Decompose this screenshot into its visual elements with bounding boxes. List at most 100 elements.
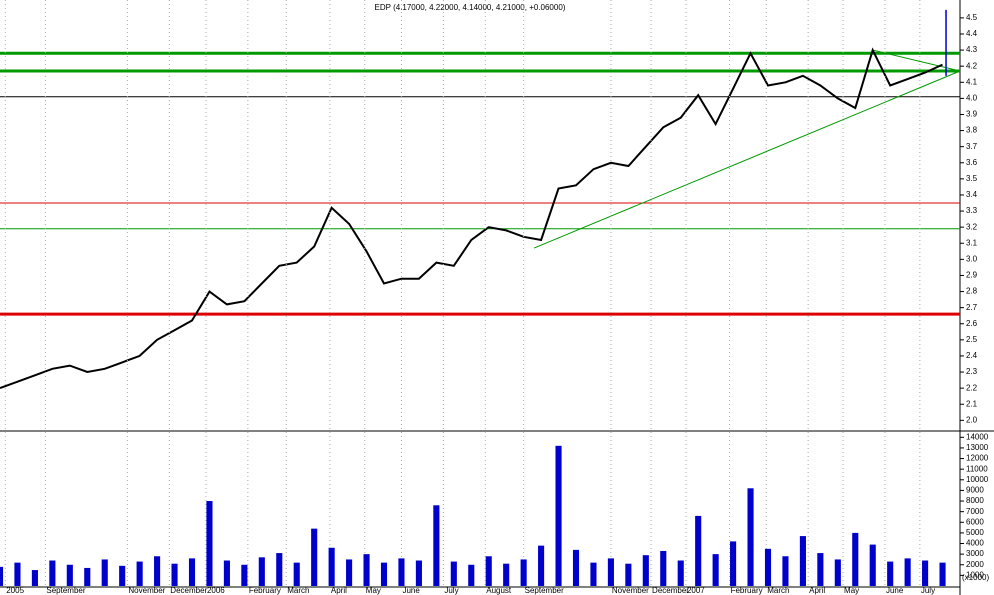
y-tick-label: 3.4 [966, 190, 978, 199]
y-tick-label: 4.2 [966, 61, 978, 70]
volume-bar [188, 558, 196, 586]
volume-bar [869, 544, 876, 586]
x-tick-label: July [444, 586, 458, 595]
volume-bar [206, 501, 213, 586]
volume-bar [904, 558, 911, 586]
y-tick-label: 3.2 [966, 222, 978, 231]
volume-bar [817, 553, 824, 586]
y-tick-label: 13000 [966, 443, 989, 452]
y-tick-label: 2.2 [966, 383, 978, 392]
volume-bar [730, 541, 737, 586]
y-tick-label: 4.3 [966, 45, 978, 54]
volume-bar [939, 562, 946, 586]
x-tick-label: November [128, 586, 165, 595]
volume-bar [695, 515, 702, 586]
volume-bar [119, 565, 126, 586]
x-tick-label: September [46, 586, 85, 595]
volume-bar [398, 558, 405, 586]
y-tick-label: 2.5 [966, 335, 978, 344]
y-tick-label: 3.5 [966, 174, 978, 183]
volume-bar [363, 554, 370, 586]
volume-bar [154, 556, 161, 586]
y-tick-label: 2.4 [966, 351, 978, 360]
volume-bar [503, 563, 510, 586]
y-tick-label: 11000 [966, 464, 988, 473]
volume-bar [223, 560, 230, 586]
y-tick-label: 3.6 [966, 158, 978, 167]
volume-bar [66, 564, 73, 586]
x-tick-label: December [652, 586, 689, 595]
y-tick-label: 4.0 [966, 93, 978, 102]
x-tick-label: March [767, 586, 789, 595]
y-tick-label: 2.7 [966, 303, 978, 312]
volume-bar [14, 562, 21, 586]
y-tick-label: 4.4 [966, 29, 978, 38]
volume-bar [276, 553, 283, 586]
volume-bar [555, 445, 562, 586]
unit-label: (x1000) [962, 573, 989, 582]
volume-bar [84, 567, 91, 586]
y-tick-label: 3000 [966, 549, 984, 558]
volume-bar [520, 559, 527, 586]
y-tick-label: 3.9 [966, 110, 978, 119]
x-tick-label: 2007 [687, 586, 705, 595]
volume-bar [625, 563, 632, 586]
volume-bar [677, 560, 684, 586]
y-tick-label: 5000 [966, 528, 984, 537]
x-tick-label: June [402, 586, 420, 595]
y-tick-label: 14000 [966, 432, 989, 441]
y-tick-label: 2.8 [966, 287, 978, 296]
volume-bar [538, 545, 545, 586]
volume-bar [311, 528, 318, 586]
volume-bar [136, 561, 143, 586]
price-line [0, 47, 943, 390]
volume-bar [415, 560, 422, 586]
volume-bar [101, 559, 108, 586]
y-tick-label: 2.6 [966, 319, 978, 328]
volume-bar [572, 549, 580, 586]
y-tick-label: 2.1 [966, 399, 978, 408]
volume-bar [747, 488, 754, 586]
y-tick-label: 4.5 [966, 13, 978, 22]
y-tick-label: 4.1 [966, 77, 978, 86]
x-tick-label: April [809, 586, 825, 595]
volume-bar [782, 556, 789, 586]
volume-bar [49, 560, 56, 586]
y-tick-label: 1000 [966, 570, 984, 579]
y-tick-label: 3.7 [966, 142, 978, 151]
x-tick-label: September [525, 586, 564, 595]
y-tick-label: 7000 [966, 507, 984, 516]
x-tick-label: December [170, 586, 207, 595]
volume-bar [660, 550, 667, 586]
volume-bar [293, 562, 300, 586]
x-tick-label: May [366, 586, 381, 595]
volume-bar [0, 566, 4, 586]
y-tick-label: 9000 [966, 486, 984, 495]
y-tick-label: 6000 [966, 517, 984, 526]
volume-bar [485, 556, 492, 586]
y-tick-label: 3.8 [966, 126, 978, 135]
volume-bar [328, 547, 335, 586]
volume-bar [887, 561, 894, 586]
chart-title: EDP (4.17000, 4.22000, 4.14000, 4.21000,… [375, 3, 566, 12]
y-tick-label: 10000 [966, 475, 989, 484]
y-tick-label: 2000 [966, 560, 984, 569]
y-tick-label: 2.3 [966, 367, 978, 376]
x-tick-label: June [886, 586, 904, 595]
x-tick-label: April [331, 586, 347, 595]
y-tick-label: 3.3 [966, 206, 978, 215]
y-tick-label: 3.0 [966, 254, 978, 263]
x-tick-label: 2006 [207, 586, 225, 595]
volume-bar [171, 563, 178, 586]
x-tick-label: February [249, 586, 281, 595]
volume-bar [852, 532, 859, 586]
y-tick-label: 2.0 [966, 415, 978, 424]
x-tick-label: May [844, 586, 859, 595]
volume-bar [433, 505, 440, 586]
x-tick-label: March [287, 586, 309, 595]
y-tick-label: 8000 [966, 496, 984, 505]
volume-bar [380, 562, 388, 586]
volume-bar [31, 570, 38, 586]
